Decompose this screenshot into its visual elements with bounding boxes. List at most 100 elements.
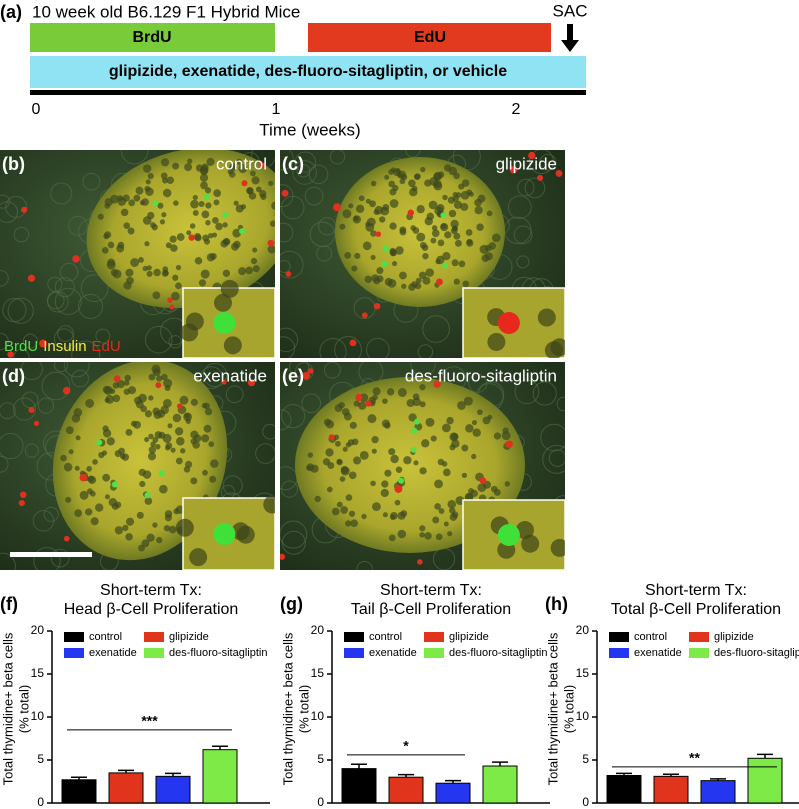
brdu-nucleus <box>203 193 210 200</box>
beta-cell <box>114 501 122 509</box>
beta-cell <box>198 279 207 287</box>
beta-cell <box>413 173 421 181</box>
acinar-cell <box>59 262 79 282</box>
acinar-cell <box>334 335 362 358</box>
inset-nucleus <box>213 523 236 545</box>
beta-cell <box>351 265 358 272</box>
beta-cell <box>343 412 352 421</box>
edu-nucleus <box>19 491 27 499</box>
error-bar <box>118 769 134 773</box>
beta-cell <box>365 221 371 227</box>
beta-cell <box>425 417 435 427</box>
acinar-cell <box>280 184 294 208</box>
legend-swatch <box>344 648 364 658</box>
beta-cell <box>97 213 104 220</box>
beta-cell <box>397 511 406 520</box>
beta-cell <box>331 507 340 516</box>
brdu-nucleus <box>410 446 417 453</box>
acinar-cell <box>168 335 182 349</box>
beta-cell <box>164 510 173 518</box>
beta-cell <box>117 241 125 249</box>
beta-cell <box>192 210 199 216</box>
beta-cell <box>419 532 425 538</box>
beta-cell <box>138 468 146 477</box>
beta-cell <box>110 268 119 277</box>
y-tick-label: 15 <box>31 666 45 680</box>
beta-cell <box>160 405 169 415</box>
beta-cell <box>205 202 212 209</box>
beta-cell <box>65 496 72 503</box>
beta-cell <box>60 454 67 462</box>
chart-subtitle: Total β-Cell Proliferation <box>611 601 781 618</box>
legend-label: control <box>89 631 122 643</box>
beta-cell <box>370 180 377 187</box>
beta-cell <box>153 268 161 277</box>
beta-cell <box>203 424 212 433</box>
acinar-cell <box>513 225 533 245</box>
beta-cell <box>165 442 173 449</box>
y-axis-label: (% total) <box>296 685 311 733</box>
acinar-cell <box>405 150 421 158</box>
beta-cell <box>184 412 190 419</box>
stain-legend: BrdU Insulin EdU <box>4 338 121 355</box>
beta-cell <box>140 405 147 413</box>
beta-cell <box>163 525 171 532</box>
beta-cell <box>391 261 398 267</box>
acinar-cell <box>366 337 390 358</box>
beta-cell <box>168 525 177 534</box>
inset-nucleus <box>497 524 520 546</box>
beta-cell <box>159 484 168 494</box>
edu-nucleus <box>407 209 414 216</box>
beta-cell <box>457 401 466 410</box>
bar <box>202 749 238 804</box>
beta-cell <box>395 466 403 474</box>
beta-cell <box>486 210 493 217</box>
edu-nucleus <box>7 351 14 358</box>
bar <box>155 775 191 804</box>
beta-cell <box>185 460 193 469</box>
acinar-cell <box>280 480 299 498</box>
acinar-cell <box>0 269 9 287</box>
beta-cell <box>447 499 457 509</box>
beta-cell <box>126 517 135 526</box>
panel-caption: exenatide <box>193 366 267 385</box>
acinar-cell <box>24 443 39 458</box>
beta-cell <box>260 193 267 200</box>
beta-cell <box>271 201 275 211</box>
beta-cell <box>399 271 407 280</box>
acinar-cell <box>255 443 275 464</box>
acinar-cell <box>20 362 43 381</box>
beta-cell <box>452 192 458 198</box>
beta-cell <box>425 268 434 277</box>
beta-cell <box>71 414 81 423</box>
edu-nucleus <box>21 206 28 213</box>
beta-cell <box>367 414 377 424</box>
beta-cell <box>413 460 419 466</box>
beta-cell <box>162 433 172 443</box>
beta-cell <box>408 179 416 188</box>
beta-cell <box>267 245 275 254</box>
edu-nucleus <box>285 271 292 277</box>
beta-cell <box>347 439 355 446</box>
beta-cell <box>397 529 407 539</box>
beta-cell <box>358 401 367 410</box>
beta-cell <box>339 476 346 482</box>
beta-cell <box>148 446 157 454</box>
beta-cell <box>89 490 96 497</box>
beta-cell <box>453 172 460 180</box>
acinar-cell <box>292 160 317 185</box>
beta-cell <box>420 166 426 173</box>
edu-nucleus <box>509 165 518 174</box>
beta-cell <box>104 397 110 403</box>
beta-cell <box>65 426 74 435</box>
panel-caption: control <box>216 154 267 173</box>
edu-nucleus <box>188 234 195 241</box>
beta-cell <box>87 475 95 483</box>
beta-cell <box>406 398 415 408</box>
beta-cell <box>245 266 254 275</box>
beta-cell <box>358 195 365 202</box>
beta-cell <box>465 229 473 236</box>
beta-cell <box>156 536 163 544</box>
beta-cell <box>200 181 208 190</box>
beta-cell <box>142 265 148 272</box>
